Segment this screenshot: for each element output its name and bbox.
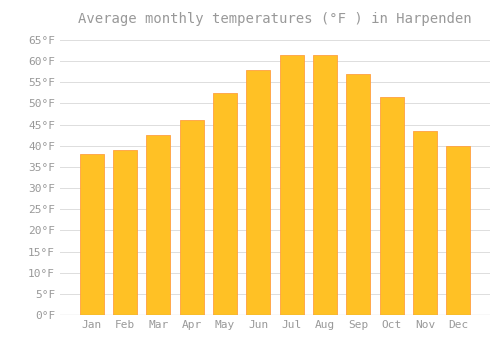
Bar [113,150,137,315]
Bar [146,135,171,315]
Bar [180,120,204,315]
Bar [446,146,470,315]
Bar [380,97,404,315]
Bar [213,93,237,315]
Bar [80,154,104,315]
Bar [246,70,270,315]
Title: Average monthly temperatures (°F ) in Harpenden: Average monthly temperatures (°F ) in Ha… [78,12,472,26]
Bar [346,74,370,315]
Bar [413,131,437,315]
Bar [313,55,337,315]
Bar [280,55,303,315]
